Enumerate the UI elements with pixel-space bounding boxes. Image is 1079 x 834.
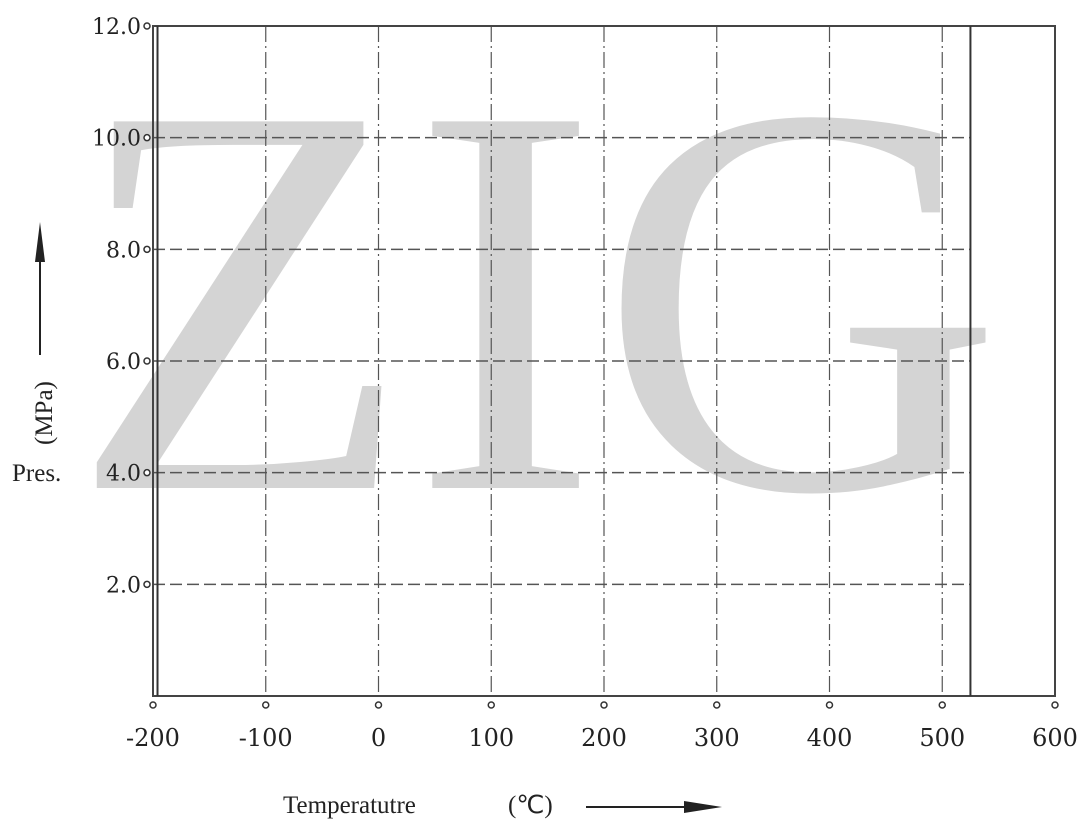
x-tick-label: 0 [371,724,386,752]
x-tick-label: 500 [919,724,965,752]
y-tick-marker [143,22,151,30]
x-tick-marker [149,701,157,709]
x-tick-label: 200 [581,724,627,752]
axis-labels: Temperatutre (℃) Pres. (MPa) [12,222,722,819]
plot-frame [152,25,1056,697]
x-tick-marker [262,701,270,709]
y-axis-label: Pres. [12,460,61,487]
y-tick-label: 6.0 [106,350,141,375]
tick-labels: 2.0 4.0 6.0 8.0 10.0 12.0 -200 -100 0 100 200 300 40… [92,15,1078,752]
grid [153,26,971,696]
y-tick-marker [143,357,151,365]
y-tick-label: 10.0 [92,127,141,152]
y-tick-label: 8.0 [106,238,141,263]
y-axis-arrow [35,222,45,355]
plot-border [152,25,1056,697]
x-tick-marker [600,701,608,709]
x-axis-label: Temperatutre [283,792,416,819]
y-tick-marker [143,580,151,589]
x-tick-label: 400 [807,724,853,752]
y-tick-marker [143,245,151,254]
x-tick-marker [487,701,495,709]
watermark-text: ZIG [70,0,1003,610]
x-tick-marker [938,701,946,709]
x-tick-label: -100 [239,724,293,752]
y-tick-label: 2.0 [106,573,141,598]
y-tick-label: 4.0 [106,462,141,487]
y-tick-label: 12.0 [92,15,141,40]
x-tick-marker [825,701,834,709]
x-tick-marker [713,701,721,709]
y-axis-unit: (MPa) [31,381,58,445]
x-axis-unit: (℃) [508,792,553,819]
x-tick-label: 100 [468,724,514,752]
y-tick-marker [143,468,151,477]
y-tick-marker [143,133,151,142]
watermark: ZIG [70,0,1003,610]
x-tick-label: -200 [126,724,180,752]
x-axis-arrow [586,801,722,813]
x-tick-label: 300 [694,724,740,752]
x-tick-label: 600 [1032,724,1078,752]
x-tick-marker [1051,701,1059,709]
x-tick-marker [374,701,383,709]
